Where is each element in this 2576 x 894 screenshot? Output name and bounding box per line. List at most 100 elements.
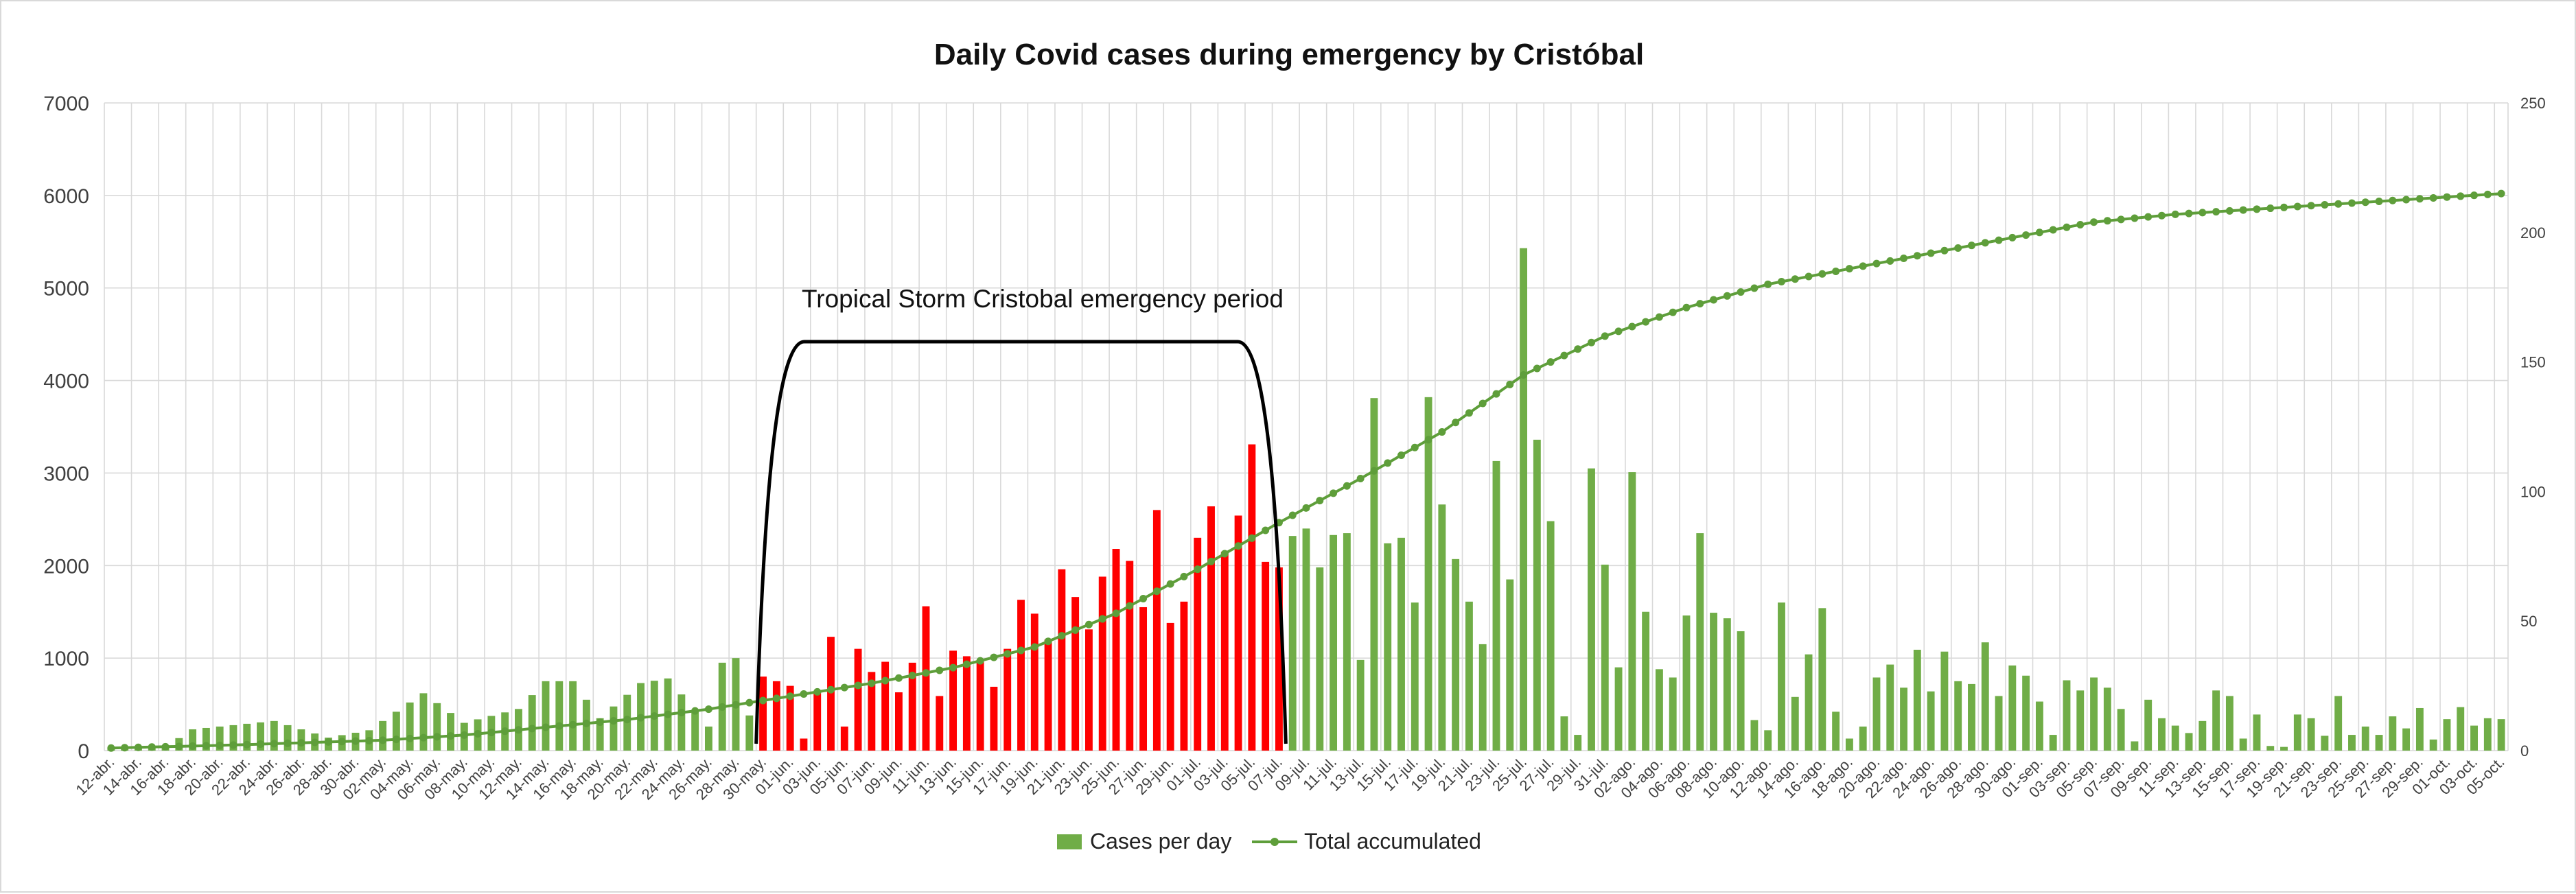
bar-cases-16-jun. [990, 686, 998, 751]
bar-cases-07-jun. [868, 672, 876, 751]
point-accumulated-06-may. [433, 733, 441, 741]
bar-cases-08-ago. [1710, 613, 1718, 751]
bar-cases-31-jul. [1601, 564, 1609, 751]
bar-cases-30-sep. [2429, 739, 2437, 751]
point-accumulated-12-jun. [936, 666, 944, 674]
point-accumulated-24-jun. [1098, 615, 1106, 623]
bar-cases-25-ago. [1940, 651, 1949, 751]
point-accumulated-20-may. [623, 716, 631, 724]
bar-cases-06-jun. [854, 648, 862, 751]
point-accumulated-24-may. [677, 709, 686, 717]
point-accumulated-12-ago. [1764, 280, 1772, 288]
point-accumulated-22-jul. [1478, 399, 1487, 408]
point-accumulated-29-jul. [1574, 345, 1582, 353]
left-tick-label: 4000 [43, 370, 89, 393]
bar-cases-04-may. [406, 702, 414, 751]
accumulated-line [107, 189, 2505, 752]
point-accumulated-13-jun. [949, 663, 958, 672]
point-accumulated-02-sep. [2049, 226, 2057, 234]
point-accumulated-07-ago. [1696, 300, 1704, 308]
left-tick-label: 5000 [43, 278, 89, 301]
bar-cases-28-jul. [1560, 716, 1568, 751]
bar-cases-26-jun. [1126, 561, 1134, 751]
point-accumulated-10-jun. [908, 671, 916, 679]
point-accumulated-20-sep. [2293, 202, 2301, 211]
point-accumulated-15-ago. [1805, 272, 1813, 281]
bar-cases-31-may. [772, 681, 780, 751]
bar-cases-22-sep. [2321, 736, 2329, 751]
point-accumulated-22-jun. [1071, 626, 1080, 634]
point-accumulated-09-jul. [1302, 504, 1310, 512]
left-axis-tick-labels: 0 1000 2000 3000 4000 5000 6000 7000 [43, 93, 89, 763]
point-accumulated-27-jun. [1139, 594, 1148, 602]
bar-cases-28-ago. [1981, 642, 1989, 751]
point-accumulated-02-oct. [2457, 192, 2465, 200]
point-accumulated-22-ago. [1900, 255, 1908, 263]
left-tick-label: 0 [78, 740, 89, 763]
point-accumulated-26-sep. [2375, 197, 2383, 205]
bar-cases-06-may. [433, 703, 441, 751]
left-tick-label: 1000 [43, 648, 89, 670]
point-accumulated-07-may. [447, 732, 455, 740]
left-tick-label: 2000 [43, 555, 89, 578]
bar-cases-18-may. [596, 718, 604, 751]
point-accumulated-19-ago. [1859, 262, 1867, 270]
point-accumulated-03-jul. [1220, 550, 1229, 558]
chart-title: Daily Covid cases during emergency by Cr… [934, 38, 1644, 71]
point-accumulated-02-ago. [1628, 322, 1636, 331]
point-accumulated-18-abr. [189, 742, 197, 750]
bar-cases-03-jun. [813, 691, 822, 751]
point-accumulated-01-sep. [2035, 228, 2043, 237]
bar-cases-21-jul. [1465, 601, 1473, 751]
point-accumulated-29-abr. [338, 738, 346, 746]
point-accumulated-28-jul. [1560, 351, 1568, 360]
bar-cases-22-abr. [243, 723, 251, 751]
point-accumulated-16-jun. [990, 653, 998, 661]
bar-cases-17-sep. [2253, 714, 2261, 751]
bar-cases-16-ago. [1818, 608, 1826, 751]
point-accumulated-30-ago. [2008, 233, 2017, 242]
bar-cases-10-sep. [2158, 718, 2166, 751]
vertical-gridlines [104, 103, 2509, 751]
point-accumulated-31-may. [772, 694, 780, 703]
point-accumulated-01-ago. [1614, 327, 1623, 336]
point-accumulated-20-jun. [1044, 637, 1052, 646]
bar-cases-05-sep. [2090, 677, 2098, 751]
point-accumulated-13-may. [528, 725, 536, 733]
point-accumulated-26-abr. [297, 739, 305, 747]
bar-cases-23-abr. [257, 722, 264, 751]
bar-cases-23-jun. [1084, 629, 1093, 751]
point-accumulated-12-jul. [1343, 482, 1351, 490]
bar-cases-30-may. [759, 677, 767, 751]
point-accumulated-26-ago. [1954, 244, 1962, 252]
emergency-annotation: Tropical Storm Cristobal emergency perio… [802, 285, 1284, 313]
point-accumulated-04-oct. [2483, 190, 2492, 198]
point-accumulated-15-may. [555, 722, 564, 730]
point-accumulated-14-sep. [2212, 208, 2220, 216]
bar-cases-25-may. [691, 710, 699, 751]
point-accumulated-27-abr. [311, 738, 319, 746]
point-accumulated-04-jun. [827, 685, 835, 694]
point-accumulated-29-sep. [2415, 195, 2424, 203]
point-accumulated-15-abr. [148, 743, 156, 751]
point-accumulated-13-abr. [121, 744, 129, 752]
bar-cases-04-oct. [2483, 718, 2492, 751]
point-accumulated-21-ago. [1886, 257, 1894, 265]
point-accumulated-16-abr. [161, 742, 170, 751]
point-accumulated-14-abr. [134, 743, 142, 751]
point-accumulated-18-sep. [2266, 204, 2275, 213]
bar-cases-08-jun. [881, 661, 890, 751]
bar-cases-19-sep. [2280, 746, 2288, 751]
bar-cases-19-ago. [1859, 726, 1867, 751]
bar-cases-21-abr. [229, 725, 237, 751]
point-accumulated-16-sep. [2239, 206, 2247, 214]
bar-cases-16-sep. [2239, 738, 2247, 751]
point-accumulated-02-jul. [1207, 557, 1216, 565]
point-accumulated-26-jun. [1126, 602, 1134, 610]
point-accumulated-17-abr. [175, 742, 183, 751]
point-accumulated-08-jul. [1288, 511, 1297, 519]
point-accumulated-24-jul. [1506, 380, 1514, 388]
bar-cases-24-may. [677, 694, 686, 751]
